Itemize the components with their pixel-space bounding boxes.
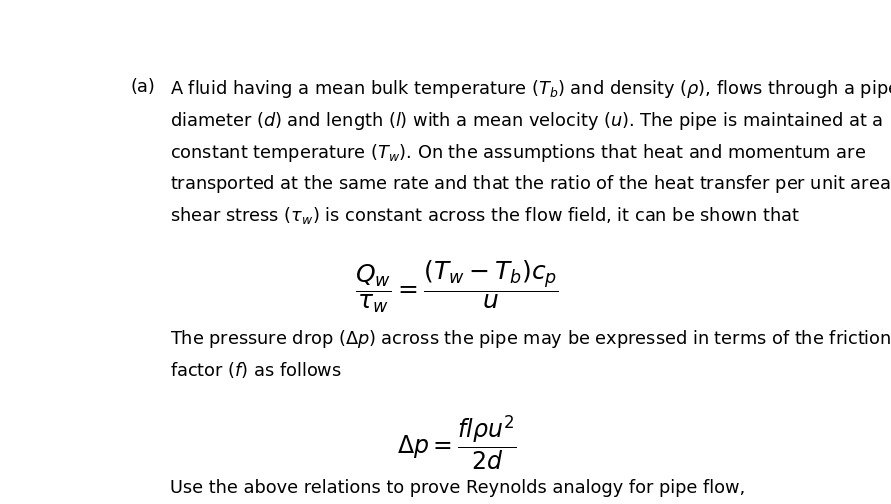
Text: $\Delta p = \dfrac{f l \rho u^2}{2d}$: $\Delta p = \dfrac{f l \rho u^2}{2d}$ [397,413,516,472]
Text: $\dfrac{Q_w}{\tau_w} = \dfrac{(T_w - T_b)c_p}{u}$: $\dfrac{Q_w}{\tau_w} = \dfrac{(T_w - T_b… [355,259,559,315]
Text: (a): (a) [131,78,156,96]
Text: diameter ($d$) and length ($l$) with a mean velocity ($u$). The pipe is maintain: diameter ($d$) and length ($l$) with a m… [170,110,883,132]
Text: constant temperature ($T_w$). On the assumptions that heat and momentum are: constant temperature ($T_w$). On the ass… [170,142,866,164]
Text: transported at the same rate and that the ratio of the heat transfer per unit ar: transported at the same rate and that th… [170,173,891,196]
Text: factor ($f$) as follows: factor ($f$) as follows [170,360,342,380]
Text: Use the above relations to prove Reynolds analogy for pipe flow,: Use the above relations to prove Reynold… [170,479,745,497]
Text: shear stress ($\tau_w$) is constant across the flow field, it can be shown that: shear stress ($\tau_w$) is constant acro… [170,205,800,226]
Text: A fluid having a mean bulk temperature ($T_b$) and density ($\rho$), flows throu: A fluid having a mean bulk temperature (… [170,78,891,100]
Text: The pressure drop ($\Delta p$) across the pipe may be expressed in terms of the : The pressure drop ($\Delta p$) across th… [170,328,891,350]
